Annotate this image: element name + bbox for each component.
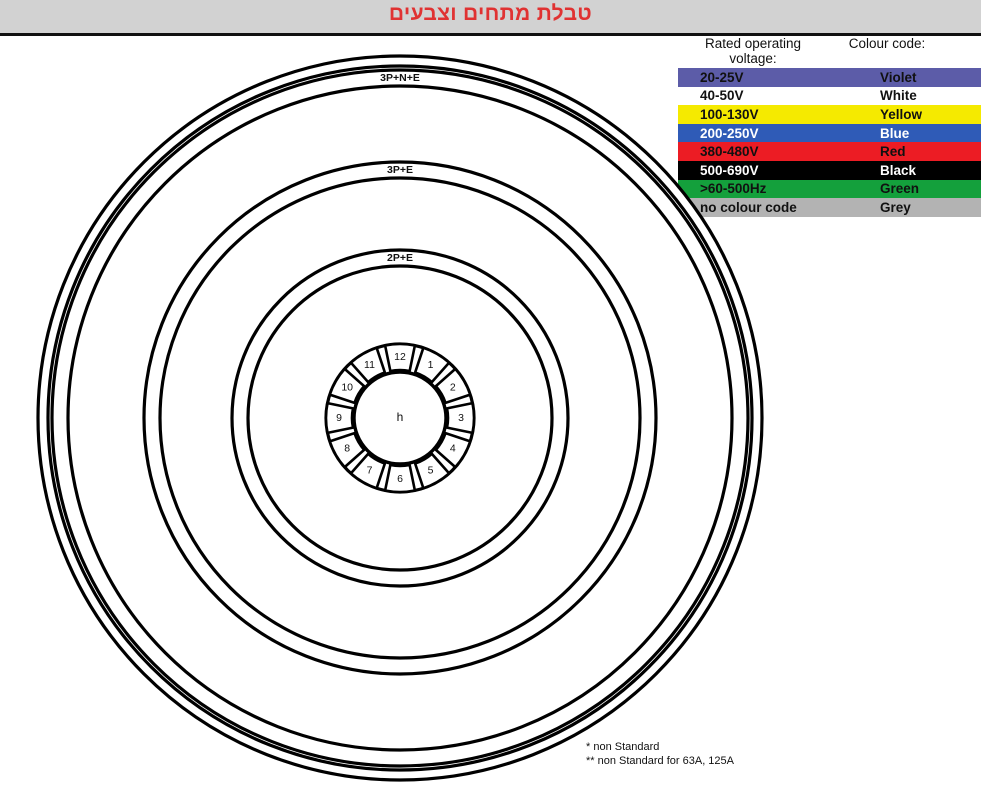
clock-position-10[interactable] xyxy=(328,367,366,405)
clock-number: 6 xyxy=(397,473,403,485)
clock-number: 8 xyxy=(344,442,350,454)
clock-number: 3 xyxy=(458,412,464,424)
clock-position-11[interactable] xyxy=(349,346,387,384)
legend-colour-name: Green xyxy=(880,181,920,197)
clock-number: 2 xyxy=(450,381,456,393)
clock-position-7[interactable] xyxy=(349,452,387,490)
clock-position-6[interactable] xyxy=(383,463,417,494)
legend-colour-name: Red xyxy=(880,144,906,160)
legend-row: 200-250V Blue xyxy=(678,123,981,143)
ring-inner-name-label: 2P+E xyxy=(387,252,413,264)
legend-voltage: 200-250V xyxy=(700,125,759,141)
clock-number: 1 xyxy=(428,359,434,371)
legend-colour-name: Black xyxy=(880,162,917,178)
ring-middle-name-label: 3P+E xyxy=(387,164,413,176)
legend-row: 20-25V Violet xyxy=(678,68,981,87)
legend-voltage: 40-50V xyxy=(700,88,744,104)
clock-position-12[interactable] xyxy=(383,342,417,373)
legend-row: 100-130V Yellow xyxy=(678,105,981,124)
legend-row: >60-500Hz Green xyxy=(678,179,981,199)
colour-code-legend: Rated operating voltage: Colour code: 20… xyxy=(678,36,981,217)
legend-colour-name: Grey xyxy=(880,199,911,215)
clock-number: 7 xyxy=(367,465,373,477)
clock-number: 12 xyxy=(394,351,406,363)
legend-voltage: 100-130V xyxy=(700,106,759,122)
legend-colour-name: White xyxy=(880,88,917,104)
legend-row: 40-50V White xyxy=(678,86,981,106)
legend-header-row: Rated operating voltage: Colour code: xyxy=(678,36,946,68)
clock-position-4[interactable] xyxy=(434,431,472,469)
legend-header-voltage: Rated operating voltage: xyxy=(704,36,802,66)
legend-table: 20-25V Violet 40-50V White 100-130V Yellow 200… xyxy=(678,68,981,217)
legend-colour-name: Violet xyxy=(880,69,917,85)
legend-header-colour: Colour code: xyxy=(848,36,926,51)
legend-row: 500-690V Black xyxy=(678,160,981,180)
clock-position-1[interactable] xyxy=(413,346,451,384)
legend-voltage: 500-690V xyxy=(700,162,759,178)
footnotes: * non Standard ** non Standard for 63A, 1… xyxy=(586,740,734,768)
clock-position-3[interactable] xyxy=(445,401,476,435)
wheel-svg: **>50V>300-500Hz**220/380V,50Hz250/440V,… xyxy=(36,54,764,782)
wheel-hub xyxy=(352,370,448,466)
title-bar: טבלת מתחים וצבעים xyxy=(0,0,981,36)
clock-number: 5 xyxy=(428,465,434,477)
clock-number: 9 xyxy=(336,412,342,424)
clock-position-5[interactable] xyxy=(413,452,451,490)
legend-colour-name: Yellow xyxy=(880,106,923,122)
clock-number: 10 xyxy=(341,381,353,393)
ring-outer-name-label: 3P+N+E xyxy=(380,72,420,84)
legend-row: 380-480V Red xyxy=(678,142,981,161)
footnote: * non Standard xyxy=(586,741,660,753)
clock-position-9[interactable] xyxy=(324,401,355,435)
legend-voltage: no colour code xyxy=(700,199,797,215)
legend-voltage: 380-480V xyxy=(700,144,759,160)
page-title: טבלת מתחים וצבעים xyxy=(388,2,593,25)
legend-voltage: >60-500Hz xyxy=(700,181,767,197)
clock-position-8[interactable] xyxy=(328,431,366,469)
voltage-colour-wheel: **>50V>300-500Hz**220/380V,50Hz250/440V,… xyxy=(0,36,800,800)
clock-number: 11 xyxy=(364,359,375,371)
hub-label: h xyxy=(397,410,404,424)
legend-colour-name: Blue xyxy=(880,125,910,141)
legend-row: no colour code Grey xyxy=(678,198,981,217)
footnote: ** non Standard for 63A, 125A xyxy=(586,755,734,767)
legend-voltage: 20-25V xyxy=(700,69,744,85)
clock-position-2[interactable] xyxy=(434,367,472,405)
clock-number: 4 xyxy=(450,442,456,454)
